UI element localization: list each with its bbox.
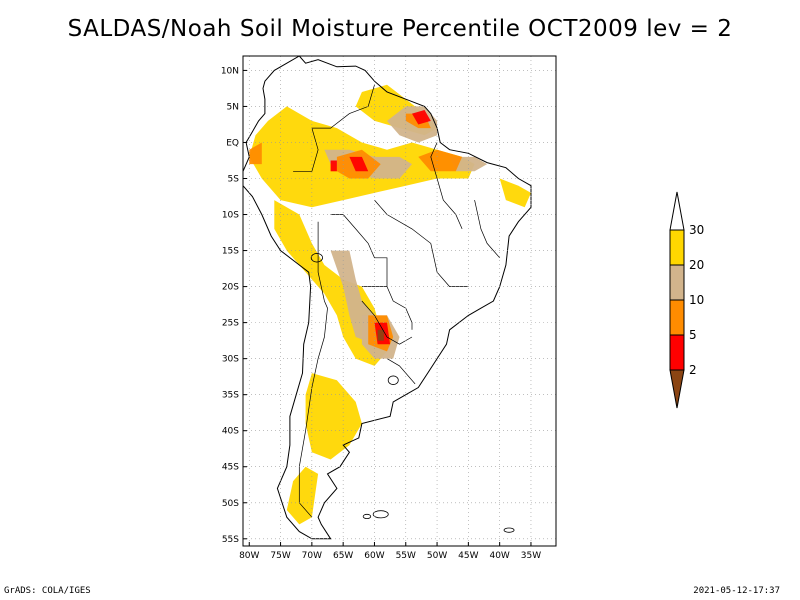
legend-20-30 [669,229,685,266]
shade-yellow [499,178,531,208]
coastline-borders [242,55,532,540]
footer-timestamp: 2021-05-12-17:37 [693,586,780,596]
south-america-coastline [242,55,532,540]
lon-tick-label: 45W [458,551,478,561]
lon-tick-label: 35W [521,551,541,561]
footer-credit: GrADS: COLA/IGES [4,586,91,596]
legend-label: 20 [689,258,704,272]
lon-tick-label: 60W [364,551,384,561]
legend-10-20 [669,264,685,301]
lat-tick-label: 10S [222,211,239,221]
shade-red [412,110,431,125]
lat-tick-label: 50S [222,499,239,509]
island-outline [362,513,372,520]
border-line [298,221,328,518]
border-line [293,84,375,172]
island-outline [387,375,399,385]
lon-tick-label: 40W [489,551,509,561]
lat-tick-label: 15S [222,247,239,257]
shade-red [330,160,337,172]
lat-tick-label: 10N [221,66,239,76]
legend-5-10 [669,299,685,336]
lat-tick-label: 5S [228,175,240,185]
lon-tick-label: 70W [302,551,322,561]
axis-ticks: 80W 75W 70W 65W 60W 55W 50W 45W 40W 35W 10N 5N EQ 5S 1… [221,66,541,561]
legend-label: 30 [689,223,704,237]
border-line [330,214,413,330]
lat-tick-label: 30S [222,355,239,365]
colorbar-legend: 2 5 10 20 30 [669,191,704,409]
percentile-shading [249,84,531,525]
lat-tick-label: 40S [222,427,239,437]
lat-tick-label: 20S [222,283,239,293]
lon-tick-label: 50W [427,551,447,561]
shade-orange [249,142,262,165]
border-line [430,142,463,230]
lat-tick-label: 45S [222,463,239,473]
map-title: SALDAS/Noah Soil Moisture Percentile OCT… [67,16,733,42]
lat-tick-label: 5N [227,102,239,112]
shade-red [349,156,369,172]
shade-brown [377,329,384,341]
lat-tick-label: 25S [222,319,239,329]
lon-tick-label: 80W [239,551,259,561]
island-outline [310,253,323,263]
legend-above-30 [669,191,685,231]
border-line [474,200,500,259]
border-line [386,358,416,385]
island-outline [503,527,515,533]
legend-2-5 [669,334,685,371]
shade-orange [418,149,463,172]
lat-tick-label: 55S [222,535,239,545]
lat-tick-label: EQ [226,138,239,148]
lat-tick-label: 35S [222,391,239,401]
lon-tick-label: 75W [270,551,290,561]
graticule [243,56,556,546]
shade-yellow [305,373,362,460]
lon-tick-label: 55W [396,551,416,561]
legend-label: 2 [689,363,697,377]
legend-label: 10 [689,293,704,307]
legend-label: 5 [689,328,697,342]
legend-below-2 [669,369,685,409]
border-line [361,300,413,345]
island-outline [372,510,389,519]
map-frame [242,55,557,547]
shade-yellow [286,466,319,525]
lon-tick-label: 65W [333,551,353,561]
